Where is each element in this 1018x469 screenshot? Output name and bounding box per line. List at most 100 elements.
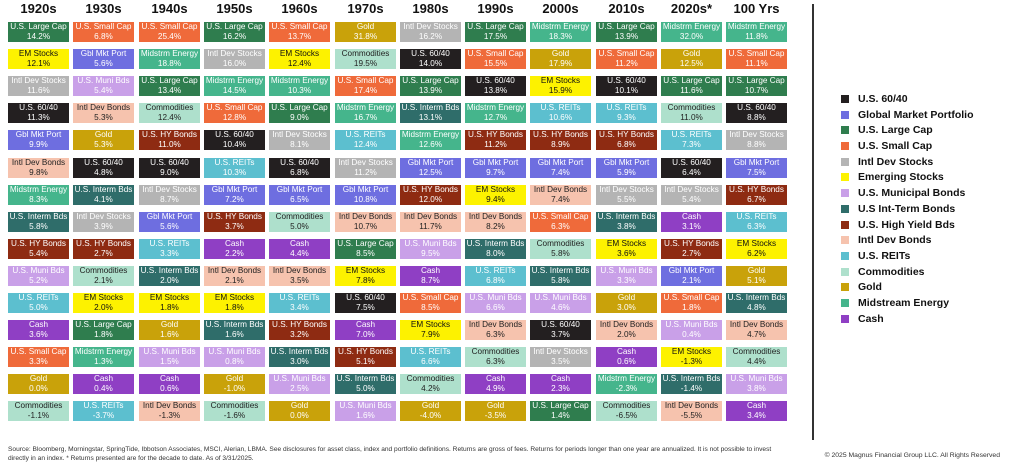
cell-return-value: 12.5% [418,168,443,177]
return-cell: Gold -1.0% [204,374,265,394]
cell-asset-name: U.S. Muni Bds [534,293,587,302]
cell-return-value: -1.6% [223,411,246,420]
cell-return-value: 6.4% [682,168,701,177]
cell-return-value: 0.6% [160,384,179,393]
cell-asset-name: Intl Dev Bonds [142,401,197,410]
cell-asset-name: EM Stocks [279,49,320,58]
return-cell: Commodities 6.3% [465,347,526,367]
cell-return-value: 6.6% [421,357,440,366]
legend-label: Gold [858,281,882,294]
legend-swatch [841,204,849,213]
legend-label: U.S. High Yield Bds [858,218,955,231]
cell-return-value: 10.8% [353,195,378,204]
return-cell: U.S. Large Cap 17.5% [465,22,526,42]
cell-return-value: -1.4% [680,384,703,393]
return-cell: U.S. REITs 10.3% [204,158,265,178]
return-cell: U.S. Interm Bds 5.8% [530,266,591,286]
cell-asset-name: Intl Dev Stocks [76,212,131,221]
cell-return-value: 0.0% [290,411,309,420]
cell-return-value: 2.1% [682,276,701,285]
cell-return-value: -5.5% [680,411,703,420]
cell-return-value: 3.3% [617,276,636,285]
cell-return-value: 11.0% [158,140,181,149]
return-cell: Cash 3.1% [661,212,722,232]
cell-return-value: 10.1% [614,86,639,95]
column-header: 1990s [477,1,514,16]
cell-return-value: 19.5% [353,59,378,68]
legend-label: U.S. Municipal Bonds [858,187,966,200]
return-cell: Commodities -1.1% [8,401,69,421]
return-cell: Gold 3.0% [596,293,657,313]
cell-asset-name: Gbl Mkt Port [342,185,389,194]
return-cell: U.S. HY Bonds 11.2% [465,130,526,150]
cell-return-value: 13.4% [157,86,182,95]
cell-asset-name: EM Stocks [214,293,255,302]
cell-return-value: 8.3% [29,195,48,204]
cell-asset-name: Gbl Mkt Port [146,212,193,221]
cell-return-value: -6.5% [615,411,638,420]
return-cell: Intl Dev Stocks 8.7% [139,185,200,205]
legend-label: U.S. REITs [858,249,911,262]
cell-return-value: 3.6% [29,330,48,339]
cell-return-value: -3.7% [92,411,115,420]
cell-asset-name: U.S. Interm Bds [466,239,525,248]
cell-return-value: 10.4% [222,140,247,149]
legend-label: U.S. 60/40 [858,93,908,105]
return-cell: Gold -3.5% [465,401,526,421]
cell-asset-name: Cash [224,239,245,248]
cell-asset-name: U.S. Interm Bds [74,185,133,194]
return-cell: Midstrm Energy 18.8% [139,49,200,69]
cell-return-value: 4.4% [747,357,766,366]
cell-return-value: 2.0% [617,330,636,339]
cell-asset-name: U.S. REITs [475,266,516,275]
cell-return-value: 1.8% [225,303,244,312]
cell-asset-name: U.S. Interm Bds [662,374,721,383]
return-cell: U.S. 60/40 8.8% [726,103,787,123]
cell-asset-name: Intl Dev Bonds [338,212,393,221]
cell-asset-name: U.S. Muni Bds [77,76,130,85]
cell-return-value: 17.4% [353,86,378,95]
cell-return-value: 18.8% [157,59,182,68]
column-header: 1980s [412,1,449,16]
legend-swatch [841,173,849,182]
cell-return-value: 5.6% [94,59,113,68]
return-cell: U.S. REITs -3.7% [73,401,134,421]
return-cell: U.S. Muni Bds 2.5% [269,374,330,394]
cell-return-value: 16.2% [222,32,247,41]
return-cell: U.S. 60/40 3.7% [530,320,591,340]
cell-return-value: 6.8% [290,168,309,177]
column-header: 2000s [542,1,579,16]
cell-asset-name: Intl Dev Stocks [664,185,719,194]
return-cell: U.S. Small Cap 13.7% [269,22,330,42]
cell-return-value: 12.4% [287,59,312,68]
cell-asset-name: Intl Dev Stocks [599,185,654,194]
column-header: 100 Yrs [733,1,780,16]
cell-asset-name: Cash [746,401,767,410]
cell-return-value: 2.2% [225,249,244,258]
cell-return-value: 2.7% [682,249,701,258]
return-cell: U.S. 60/40 6.8% [269,158,330,178]
cell-asset-name: U.S. Interm Bds [401,103,460,112]
cell-return-value: 1.6% [225,330,244,339]
cell-asset-name: U.S. Large Cap [467,22,524,31]
column-header: 1920s [20,1,57,16]
cell-return-value: 6.8% [617,140,636,149]
legend-swatch [841,157,849,166]
return-cell: Commodities 2.1% [73,266,134,286]
cell-return-value: 5.2% [29,276,48,285]
return-cell: EM Stocks 2.0% [73,293,134,313]
cell-return-value: 7.2% [225,195,244,204]
cell-asset-name: U.S. REITs [279,293,320,302]
cell-asset-name: Cash [28,320,49,329]
cell-asset-name: Intl Dev Bonds [468,320,523,329]
cell-asset-name: Cash [159,374,180,383]
cell-return-value: 10.6% [548,113,573,122]
cell-asset-name: Intl Dev Stocks [403,22,458,31]
return-cell: Gbl Mkt Port 12.5% [400,158,461,178]
cell-asset-name: Commodities [406,374,455,383]
cell-return-value: 13.8% [483,86,508,95]
cell-asset-name: U.S. REITs [83,401,124,410]
cell-asset-name: Gold [486,401,505,410]
cell-return-value: 5.0% [356,384,375,393]
cell-return-value: 8.2% [486,222,505,231]
